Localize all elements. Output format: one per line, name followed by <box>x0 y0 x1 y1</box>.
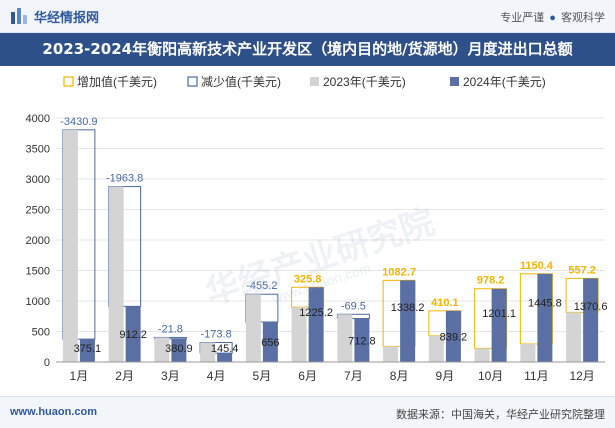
tagline-left: 专业严谨 <box>500 12 545 24</box>
value-label-2024: 145.4 <box>211 343 239 355</box>
bar-2023 <box>62 129 78 362</box>
x-tick-label: 4月 <box>207 369 226 383</box>
bullet-icon: ● <box>549 12 556 24</box>
value-label-2024: 380.9 <box>165 343 193 355</box>
legend-label: 减少值(千美元) <box>201 74 281 89</box>
bar-2024 <box>79 339 95 362</box>
y-tick-label: 2000 <box>26 235 50 247</box>
bar-2024 <box>491 288 507 362</box>
bar-2023 <box>566 312 582 362</box>
bar-2024 <box>217 353 233 362</box>
x-tick-label: 10月 <box>478 369 503 383</box>
bar-2024 <box>125 306 141 362</box>
tagline: 专业严谨 ● 客观科学 <box>500 9 605 25</box>
bar-2024 <box>583 278 599 362</box>
bar-2024 <box>171 338 187 362</box>
value-label-2024: 912.2 <box>119 329 147 341</box>
y-tick-label: 3500 <box>26 144 50 156</box>
brand-name: 华经情报网 <box>34 10 100 25</box>
value-label-2024: 656 <box>261 337 279 349</box>
legend-decrease-swatch <box>187 76 198 87</box>
data-source: 数据来源：中国海关，华经产业研究院整理 <box>396 409 605 421</box>
bar-2024 <box>400 280 416 362</box>
y-tick-label: 1000 <box>26 296 50 308</box>
footer-url: www.huaon.com <box>10 406 97 418</box>
y-tick-label: 3000 <box>26 174 50 186</box>
bar-2023 <box>245 294 261 362</box>
increase-label: 1150.4 <box>520 260 554 272</box>
bar-2024 <box>262 321 278 362</box>
bar-2024 <box>308 287 324 362</box>
x-tick-label: 3月 <box>161 369 180 383</box>
decrease-label: -69.5 <box>341 300 366 312</box>
decrease-label: -173.8 <box>201 329 232 341</box>
bar-2023 <box>154 337 170 362</box>
bar-2023 <box>474 348 490 362</box>
legend-label: 2023年(千美元) <box>323 75 406 89</box>
x-tick-label: 9月 <box>436 369 455 383</box>
y-tick-label: 500 <box>32 327 50 339</box>
bar-2023 <box>108 186 124 362</box>
decrease-label: -21.8 <box>158 323 183 335</box>
value-label-2024: 1370.6 <box>574 301 608 313</box>
legend-2023-swatch <box>310 77 319 86</box>
value-label-2024: 1225.2 <box>299 307 333 319</box>
decrease-label: -3430.9 <box>60 116 97 128</box>
value-label-2024: 1201.1 <box>482 308 516 320</box>
x-tick-label: 2月 <box>115 369 134 383</box>
legend-2024-swatch <box>450 77 459 86</box>
legend-label: 增加值(千美元) <box>77 74 157 89</box>
x-tick-label: 12月 <box>569 369 594 383</box>
y-tick-label: 4000 <box>26 113 50 125</box>
y-tick-label: 1500 <box>26 266 50 278</box>
bar-2023 <box>337 314 353 362</box>
chart-title: 2023-2024年衡阳高新技术产业开发区（境内目的地/货源地）月度进出口总额 <box>0 33 615 66</box>
legend-increase-swatch <box>63 76 74 87</box>
increase-label: 978.2 <box>477 275 505 287</box>
x-tick-label: 1月 <box>70 369 89 383</box>
x-tick-label: 5月 <box>253 369 272 383</box>
increase-label: 557.2 <box>568 264 596 276</box>
legend-label: 2024年(千美元) <box>463 75 546 89</box>
x-tick-label: 11月 <box>524 369 548 383</box>
bar-chart: 增加值(千美元) 减少值(千美元) 2023年(千美元) 2024年(千美元) 0 500… <box>26 74 608 383</box>
bar-2024 <box>537 273 553 362</box>
bar-2023 <box>291 307 307 362</box>
bar-2024 <box>445 310 461 362</box>
decrease-label: -1963.8 <box>106 173 143 185</box>
x-tick-label: 6月 <box>298 369 317 383</box>
bar-2023 <box>200 342 216 362</box>
y-tick-label: 2500 <box>26 205 50 217</box>
increase-label: 1082.7 <box>382 266 416 278</box>
brand-logo-icon <box>11 8 27 24</box>
bar-2023 <box>428 335 444 362</box>
bar-2023 <box>520 343 536 362</box>
decrease-label: -455.2 <box>246 280 277 292</box>
increase-label: 325.8 <box>294 273 322 285</box>
value-label-2024: 1338.2 <box>391 302 425 314</box>
header-bar: 华经情报网 专业严谨 ● 客观科学 <box>0 0 615 33</box>
x-tick-label: 7月 <box>344 369 363 383</box>
y-tick-label: 0 <box>44 357 50 369</box>
x-tick-label: 8月 <box>390 369 409 383</box>
value-label-2024: 375.1 <box>74 343 102 355</box>
value-label-2024: 1445.8 <box>528 298 562 310</box>
increase-label: 410.1 <box>431 297 459 309</box>
bar-2023 <box>383 346 399 362</box>
value-label-2024: 839.2 <box>440 331 468 343</box>
value-label-2024: 712.8 <box>348 335 376 347</box>
footer-bar: www.huaon.com 数据来源：中国海关，华经产业研究院整理 <box>0 396 615 428</box>
bar-2024 <box>354 318 370 362</box>
tagline-right: 客观科学 <box>561 12 605 24</box>
